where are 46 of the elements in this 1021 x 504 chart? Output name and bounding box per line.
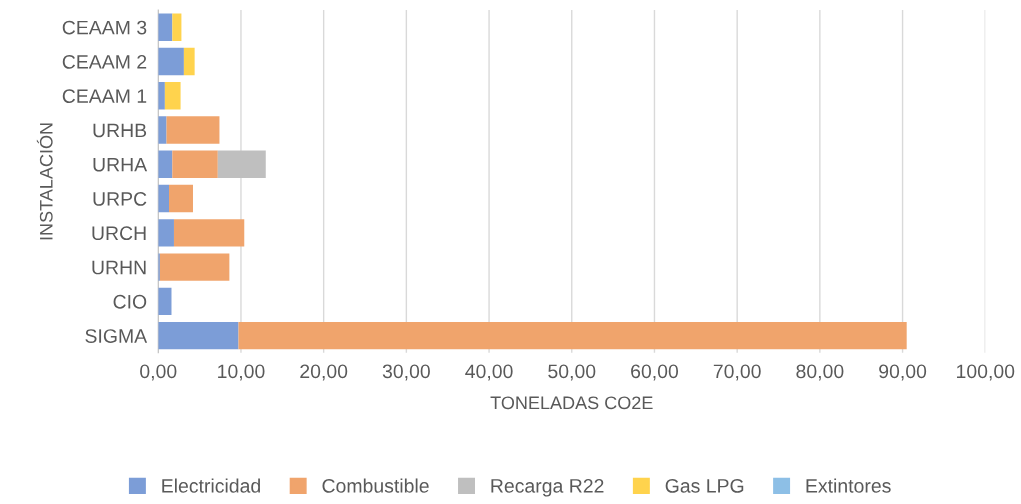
bar [166, 116, 220, 144]
y-tick-label: SIGMA [85, 329, 148, 343]
bar [158, 321, 239, 350]
bar [158, 82, 165, 110]
y-axis-title: INSTALACIÓN [36, 123, 53, 240]
x-tick-label: 100,00 [957, 364, 1015, 381]
y-tick-label: URHN [92, 260, 146, 275]
bar [159, 253, 230, 281]
x-tick-label: 0,00 [140, 364, 177, 381]
y-tick-label: URHA [93, 157, 148, 172]
x-tick-label: 90,00 [879, 364, 927, 381]
bar [217, 150, 266, 179]
y-tick-label: CIO [113, 294, 147, 309]
y-tick-label: CEAAM 3 [62, 20, 147, 35]
y-tick-label: URCH [92, 226, 146, 241]
bar [158, 150, 173, 179]
legend-label: Recarga R22 [491, 478, 604, 497]
y-tick-label: URPC [93, 192, 147, 206]
x-tick-label: 30,00 [382, 364, 430, 381]
bar [173, 219, 245, 247]
bar [158, 184, 170, 213]
bar [183, 47, 195, 76]
bar [158, 13, 173, 41]
x-tick-label: 20,00 [300, 364, 348, 381]
bar [158, 219, 174, 247]
y-tick-label: CEAAM 2 [62, 54, 147, 69]
x-tick-label: 70,00 [713, 364, 761, 381]
legend-label: Electricidad [162, 478, 260, 493]
bar [164, 82, 181, 110]
legend-label: Combustible [322, 478, 429, 493]
bar [172, 150, 218, 179]
x-axis-title: TONELADAS CO2E [490, 396, 653, 410]
y-tick-label: URHB [93, 123, 147, 138]
x-tick-label: 80,00 [796, 364, 844, 381]
x-tick-label: 10,00 [218, 364, 265, 381]
bar [158, 116, 167, 144]
x-tick-label: 60,00 [631, 364, 679, 381]
bar [158, 47, 184, 76]
bar [172, 13, 182, 41]
bar [238, 321, 907, 350]
legend-label: Gas LPG [665, 478, 744, 493]
x-tick-label: 50,00 [548, 364, 596, 381]
x-tick-label: 40,00 [465, 364, 513, 381]
y-tick-label: CEAAM 1 [62, 89, 147, 103]
bar [169, 184, 193, 213]
legend-label: Extintores [806, 478, 891, 493]
